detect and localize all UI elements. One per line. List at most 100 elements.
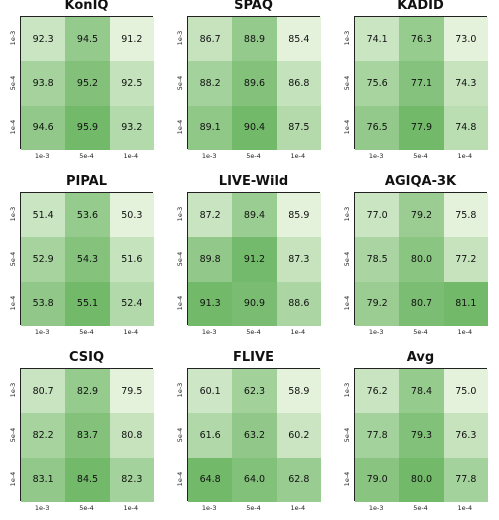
heatmap-cell: 62.8 [276, 457, 321, 502]
heatmap-cell: 85.4 [276, 17, 321, 62]
x-tick-label: 5e-4 [413, 152, 428, 160]
heatmap-cell: 86.7 [188, 17, 233, 62]
heatmap: 86.7 88.9 85.4 88.2 89.6 86.8 89.1 90.4 87.5 [187, 16, 321, 150]
heatmap-cell: 80.7 [399, 281, 444, 326]
panel-title: LIVE-Wild [218, 174, 289, 189]
y-tick-label: 1e-3 [176, 30, 184, 46]
heatmap-cell: 78.5 [355, 237, 400, 282]
y-tick-label: 5e-4 [176, 427, 184, 442]
heatmap-cell: 51.6 [109, 237, 154, 282]
heatmap-cell: 77.0 [355, 193, 400, 238]
panel-title: KADID [397, 0, 444, 13]
x-tick-label: 5e-4 [246, 152, 261, 160]
x-tick-label: 1e-3 [368, 152, 384, 160]
heatmap-panel: Avg 76.2 78.4 75.0 77.8 79.3 76.3 79.0 80.0 77.8 1… [340, 350, 488, 515]
y-tick-label: 1e-3 [9, 206, 17, 222]
heatmap-cell: 79.3 [399, 413, 444, 458]
heatmap: 77.0 79.2 75.8 78.5 80.0 77.2 79.2 80.7 81.1 [354, 192, 488, 326]
heatmap-cell: 79.2 [355, 281, 400, 326]
heatmap: 74.1 76.3 73.0 75.6 77.1 74.3 76.5 77.9 74.8 [354, 16, 488, 150]
heatmap-cell: 77.8 [355, 413, 400, 458]
x-tick-label: 1e-3 [368, 328, 384, 336]
heatmap-cell: 75.8 [443, 193, 488, 238]
heatmap-cell: 77.9 [399, 105, 444, 150]
heatmap-cell: 77.1 [399, 61, 444, 106]
heatmap-panel: KonIQ 92.3 94.5 91.2 93.8 95.2 92.5 94.6 95.9 93.… [6, 0, 154, 163]
x-tick-label: 5e-4 [413, 328, 428, 336]
heatmap-panel: PIPAL 51.4 53.6 50.3 52.9 54.3 51.6 53.8 55.1 52.… [6, 174, 154, 339]
heatmap-cell: 55.1 [65, 281, 110, 326]
x-tick-label: 5e-4 [246, 328, 261, 336]
heatmap-cell: 82.3 [109, 457, 154, 502]
x-tick-label: 1e-3 [368, 504, 384, 512]
heatmap-cell: 92.3 [21, 17, 66, 62]
heatmap-panel: LIVE-Wild 87.2 89.4 85.9 89.8 91.2 87.3 91.3 90.… [173, 174, 321, 339]
x-tick-label: 1e-3 [201, 152, 217, 160]
heatmap-cell: 88.6 [276, 281, 321, 326]
heatmap-cell: 61.6 [188, 413, 233, 458]
panel-title: FLIVE [233, 350, 274, 365]
heatmap-cell: 94.6 [21, 105, 66, 150]
y-tick-label: 5e-4 [9, 251, 17, 266]
heatmap-cell: 77.2 [443, 237, 488, 282]
x-tick-label: 1e-3 [34, 504, 50, 512]
heatmap-cell: 60.2 [276, 413, 321, 458]
heatmap-cell: 87.2 [188, 193, 233, 238]
panel-title: PIPAL [65, 174, 108, 189]
x-tick-label: 1e-3 [34, 152, 50, 160]
y-tick-label: 1e-3 [9, 30, 17, 46]
heatmap-cell: 80.8 [109, 413, 154, 458]
heatmap-panel: CSIQ 80.7 82.9 79.5 82.2 83.7 80.8 83.1 84.5 82.3… [6, 350, 154, 515]
heatmap-cell: 89.1 [188, 105, 233, 150]
heatmap-cell: 80.7 [21, 369, 66, 414]
x-tick-label: 1e-4 [457, 152, 473, 160]
y-tick-label: 5e-4 [176, 75, 184, 90]
heatmap-cell: 60.1 [188, 369, 233, 414]
heatmap-cell: 80.0 [399, 457, 444, 502]
heatmap-cell: 83.7 [65, 413, 110, 458]
heatmap-cell: 88.9 [232, 17, 277, 62]
heatmap-cell: 94.5 [65, 17, 110, 62]
x-tick-label: 1e-3 [34, 328, 50, 336]
heatmap-cell: 87.3 [276, 237, 321, 282]
y-tick-label: 1e-4 [176, 119, 184, 135]
heatmap-cell: 91.3 [188, 281, 233, 326]
heatmap-panel: KADID 74.1 76.3 73.0 75.6 77.1 74.3 76.5 77.9 74.… [340, 0, 488, 163]
heatmap-cell: 73.0 [443, 17, 488, 62]
heatmap-cell: 75.6 [355, 61, 400, 106]
heatmap-cell: 92.5 [109, 61, 154, 106]
heatmap-cell: 63.2 [232, 413, 277, 458]
y-tick-label: 5e-4 [343, 251, 351, 266]
heatmap-cell: 87.5 [276, 105, 321, 150]
y-tick-label: 1e-3 [176, 206, 184, 222]
heatmap-cell: 64.0 [232, 457, 277, 502]
heatmap-panel: AGIQA-3K 77.0 79.2 75.8 78.5 80.0 77.2 79.2 80.7… [340, 174, 488, 339]
x-tick-label: 1e-4 [123, 504, 139, 512]
heatmap-cell: 51.4 [21, 193, 66, 238]
heatmap: 76.2 78.4 75.0 77.8 79.3 76.3 79.0 80.0 77.8 [354, 368, 488, 502]
y-tick-label: 1e-4 [176, 471, 184, 487]
heatmap-cell: 88.2 [188, 61, 233, 106]
heatmap-cell: 79.5 [109, 369, 154, 414]
x-tick-label: 1e-3 [201, 504, 217, 512]
heatmap-cell: 79.0 [355, 457, 400, 502]
y-tick-label: 1e-4 [343, 295, 351, 311]
heatmap-cell: 76.2 [355, 369, 400, 414]
x-tick-label: 1e-4 [290, 504, 306, 512]
heatmap: 60.1 62.3 58.9 61.6 63.2 60.2 64.8 64.0 62.8 [187, 368, 321, 502]
y-tick-label: 1e-3 [343, 382, 351, 398]
y-tick-label: 1e-3 [343, 206, 351, 222]
x-tick-label: 5e-4 [79, 504, 94, 512]
x-tick-label: 1e-3 [201, 328, 217, 336]
heatmap-cell: 86.8 [276, 61, 321, 106]
heatmap-cell: 89.4 [232, 193, 277, 238]
y-tick-label: 1e-4 [9, 119, 17, 135]
heatmap-cell: 93.2 [109, 105, 154, 150]
heatmap-cell: 62.3 [232, 369, 277, 414]
y-tick-label: 5e-4 [9, 75, 17, 90]
heatmap-cell: 76.3 [399, 17, 444, 62]
x-tick-label: 1e-4 [123, 328, 139, 336]
heatmap-cell: 53.6 [65, 193, 110, 238]
heatmap-cell: 84.5 [65, 457, 110, 502]
